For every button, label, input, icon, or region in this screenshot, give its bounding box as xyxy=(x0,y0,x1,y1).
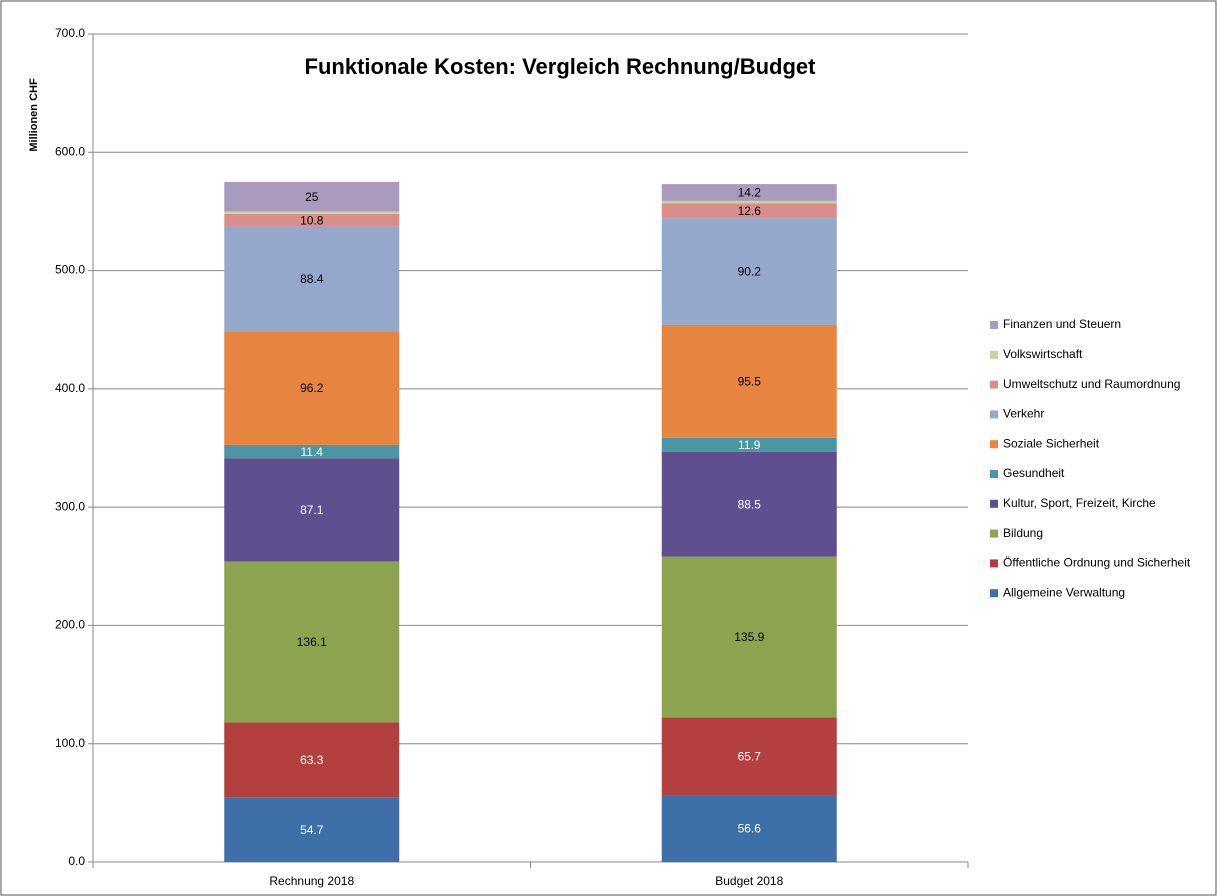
bar-segment xyxy=(224,561,400,723)
data-label: 88.4 xyxy=(300,272,324,286)
y-tick-label: 0.0 xyxy=(68,854,85,868)
legend-swatch xyxy=(990,350,998,359)
legend-swatch xyxy=(990,559,998,568)
y-tick-label: 600.0 xyxy=(55,144,85,158)
legend-swatch xyxy=(990,440,998,449)
legend-label: Soziale Sicherheit xyxy=(1003,436,1100,450)
y-tick-label: 100.0 xyxy=(55,736,85,750)
bar-segment xyxy=(661,200,837,204)
x-tick-label: Rechnung 2018 xyxy=(269,874,354,888)
x-tick-label: Budget 2018 xyxy=(715,874,783,888)
bar-segment xyxy=(224,181,400,212)
legend-swatch xyxy=(990,589,998,598)
data-label: 56.6 xyxy=(738,822,762,836)
y-tick-label: 500.0 xyxy=(55,263,85,277)
data-label: 96.2 xyxy=(300,381,324,395)
bar-segment xyxy=(661,795,837,862)
legend-label: Kultur, Sport, Freizeit, Kirche xyxy=(1003,496,1156,510)
bar-segment xyxy=(661,437,837,452)
data-label: 54.7 xyxy=(300,823,324,837)
y-tick-label: 300.0 xyxy=(55,499,85,513)
legend-swatch xyxy=(990,529,998,538)
y-tick-label: 400.0 xyxy=(55,381,85,395)
bar-segment xyxy=(661,556,837,718)
bar-segment xyxy=(224,226,400,332)
bar-segment xyxy=(224,797,400,862)
data-label: 87.1 xyxy=(300,503,324,517)
data-label: 10.8 xyxy=(300,213,324,227)
legend-label: Volkswirtschaft xyxy=(1003,347,1083,361)
bar-segment xyxy=(224,444,400,459)
legend-swatch xyxy=(990,470,998,478)
y-tick-label: 700.0 xyxy=(55,26,85,40)
legend-label: Verkehr xyxy=(1003,407,1044,421)
bar-segment xyxy=(661,324,837,438)
data-label: 65.7 xyxy=(738,749,762,763)
chart-title: Funktionale Kosten: Vergleich Rechnung/B… xyxy=(305,54,817,79)
legend-swatch xyxy=(990,499,998,508)
data-label: 95.5 xyxy=(738,375,762,389)
data-label: 136.1 xyxy=(297,635,327,649)
bar-segment xyxy=(224,722,400,798)
legend-label: Öffentliche Ordnung und Sicherheit xyxy=(1003,556,1191,570)
bar-segment xyxy=(661,451,837,557)
data-label: 14.2 xyxy=(738,186,762,200)
data-label: 63.3 xyxy=(300,753,324,767)
legend-swatch xyxy=(990,380,998,389)
data-label: 12.6 xyxy=(738,204,762,218)
legend-swatch xyxy=(990,321,998,329)
bar-segment xyxy=(224,458,400,562)
data-label: 90.2 xyxy=(738,265,762,279)
legend-label: Finanzen und Steuern xyxy=(1003,317,1121,331)
legend-label: Allgemeine Verwaltung xyxy=(1003,585,1125,599)
bar-segment xyxy=(224,213,400,227)
y-tick-label: 200.0 xyxy=(55,618,85,632)
legend-label: Gesundheit xyxy=(1003,466,1065,480)
bar-segment xyxy=(661,218,837,325)
data-label: 11.9 xyxy=(738,438,761,452)
data-label: 11.4 xyxy=(301,445,324,459)
legend-label: Bildung xyxy=(1003,526,1043,540)
bar-segment xyxy=(661,184,837,201)
bar-segment xyxy=(661,203,837,219)
data-label: 135.9 xyxy=(734,630,764,644)
bar-segment xyxy=(224,211,400,214)
y-axis-label: Millionen CHF xyxy=(28,78,40,152)
data-label: 25 xyxy=(305,190,319,204)
legend-swatch xyxy=(990,410,998,419)
data-label: 88.5 xyxy=(738,497,762,511)
bar-segment xyxy=(661,717,837,796)
bar-segment xyxy=(224,331,400,445)
legend-label: Umweltschutz und Raumordnung xyxy=(1003,377,1180,391)
